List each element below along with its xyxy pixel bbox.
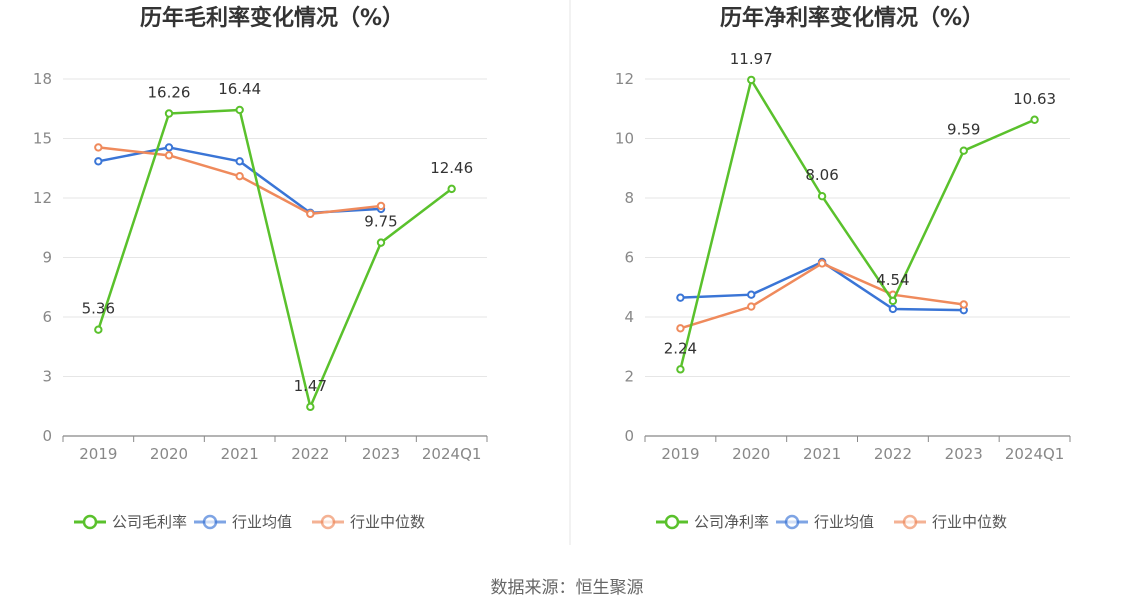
legend-label: 公司毛利率 — [112, 513, 187, 531]
data-point — [676, 365, 685, 374]
data-label: 5.36 — [82, 300, 115, 318]
data-label: 10.63 — [1013, 90, 1056, 108]
chart-title: 历年毛利率变化情况（%） — [140, 5, 404, 31]
data-label: 8.06 — [805, 166, 838, 184]
data-point — [747, 290, 756, 299]
data-point — [1030, 115, 1039, 124]
data-point — [959, 300, 968, 309]
legend-label: 公司净利率 — [694, 513, 769, 531]
data-label: 9.75 — [364, 213, 397, 231]
legend-label: 行业均值 — [232, 513, 292, 531]
y-tick-label: 10 — [615, 130, 634, 148]
data-label: 1.47 — [294, 377, 327, 395]
legend-marker — [902, 514, 918, 530]
data-label: 11.97 — [730, 50, 773, 68]
data-point — [235, 171, 244, 181]
data-point — [306, 209, 315, 219]
data-label: 16.44 — [218, 80, 261, 98]
x-tick-label: 2019 — [661, 445, 699, 463]
data-point — [817, 192, 827, 201]
data-point — [235, 105, 244, 115]
y-tick-label: 4 — [624, 308, 634, 326]
data-point — [676, 293, 685, 302]
data-point — [376, 201, 386, 211]
y-tick-label: 8 — [624, 189, 634, 207]
x-tick-label: 2021 — [803, 445, 841, 463]
data-point — [888, 296, 898, 306]
data-point — [959, 146, 968, 155]
x-tick-label: 2022 — [874, 445, 912, 463]
legend-label: 行业中位数 — [932, 513, 1007, 531]
legend-label: 行业中位数 — [350, 513, 425, 531]
y-tick-label: 2 — [624, 368, 634, 386]
gross-margin-chart: 历年毛利率变化情况（%） 0 3 6 9 12 15 18 2019 2020 2021 2022 20… — [33, 5, 488, 531]
legend-label: 行业均值 — [814, 513, 874, 531]
data-point — [888, 304, 898, 314]
x-tick-label: 2024Q1 — [1005, 445, 1065, 463]
data-label: 16.26 — [148, 84, 191, 102]
y-tick-label: 6 — [624, 249, 634, 267]
data-point — [164, 151, 174, 160]
data-point — [94, 325, 103, 334]
y-tick-label: 9 — [42, 249, 52, 267]
data-label: 4.54 — [876, 271, 909, 289]
data-point — [235, 157, 244, 166]
data-point — [376, 238, 386, 247]
series-line — [680, 260, 964, 312]
y-tick-label: 12 — [33, 189, 52, 207]
data-label: 2.24 — [664, 339, 697, 357]
x-tick-label: 2021 — [221, 445, 259, 463]
data-label: 12.46 — [430, 159, 473, 177]
legend-marker — [82, 514, 98, 530]
x-tick-label: 2024Q1 — [422, 445, 482, 463]
data-point — [747, 75, 756, 85]
y-tick-label: 0 — [42, 427, 52, 445]
x-tick-label: 2020 — [150, 445, 188, 463]
data-label: 9.59 — [947, 121, 980, 139]
data-source-note: 数据来源：恒生聚源 — [491, 578, 644, 598]
x-tick-label: 2020 — [732, 445, 770, 463]
x-tick-label: 2019 — [79, 445, 117, 463]
data-point — [164, 109, 174, 118]
x-tick-label: 2023 — [945, 445, 983, 463]
legend-marker — [202, 514, 218, 530]
legend-marker — [320, 514, 336, 530]
x-tick-label: 2023 — [362, 445, 400, 463]
data-point — [676, 324, 685, 333]
y-tick-label: 12 — [615, 70, 634, 88]
legend-marker — [664, 514, 680, 530]
data-point — [94, 143, 103, 152]
net-margin-chart: 历年净利率变化情况（%） 0 2 4 6 8 10 12 2019 2020 2021 2022 202… — [615, 5, 1071, 531]
data-point — [94, 157, 103, 166]
chart-title: 历年净利率变化情况（%） — [720, 5, 984, 31]
series-line — [679, 78, 1036, 370]
x-tick-label: 2022 — [291, 445, 329, 463]
y-tick-label: 6 — [42, 308, 52, 326]
legend-marker — [784, 514, 800, 530]
y-tick-label: 0 — [624, 427, 634, 445]
data-point — [447, 184, 456, 194]
series-line — [97, 108, 453, 409]
data-point — [747, 302, 756, 311]
data-point — [817, 259, 827, 268]
data-point — [164, 143, 174, 152]
y-tick-label: 18 — [33, 70, 52, 88]
y-tick-label: 3 — [42, 368, 52, 386]
y-tick-label: 15 — [33, 130, 52, 148]
data-point — [306, 402, 315, 412]
